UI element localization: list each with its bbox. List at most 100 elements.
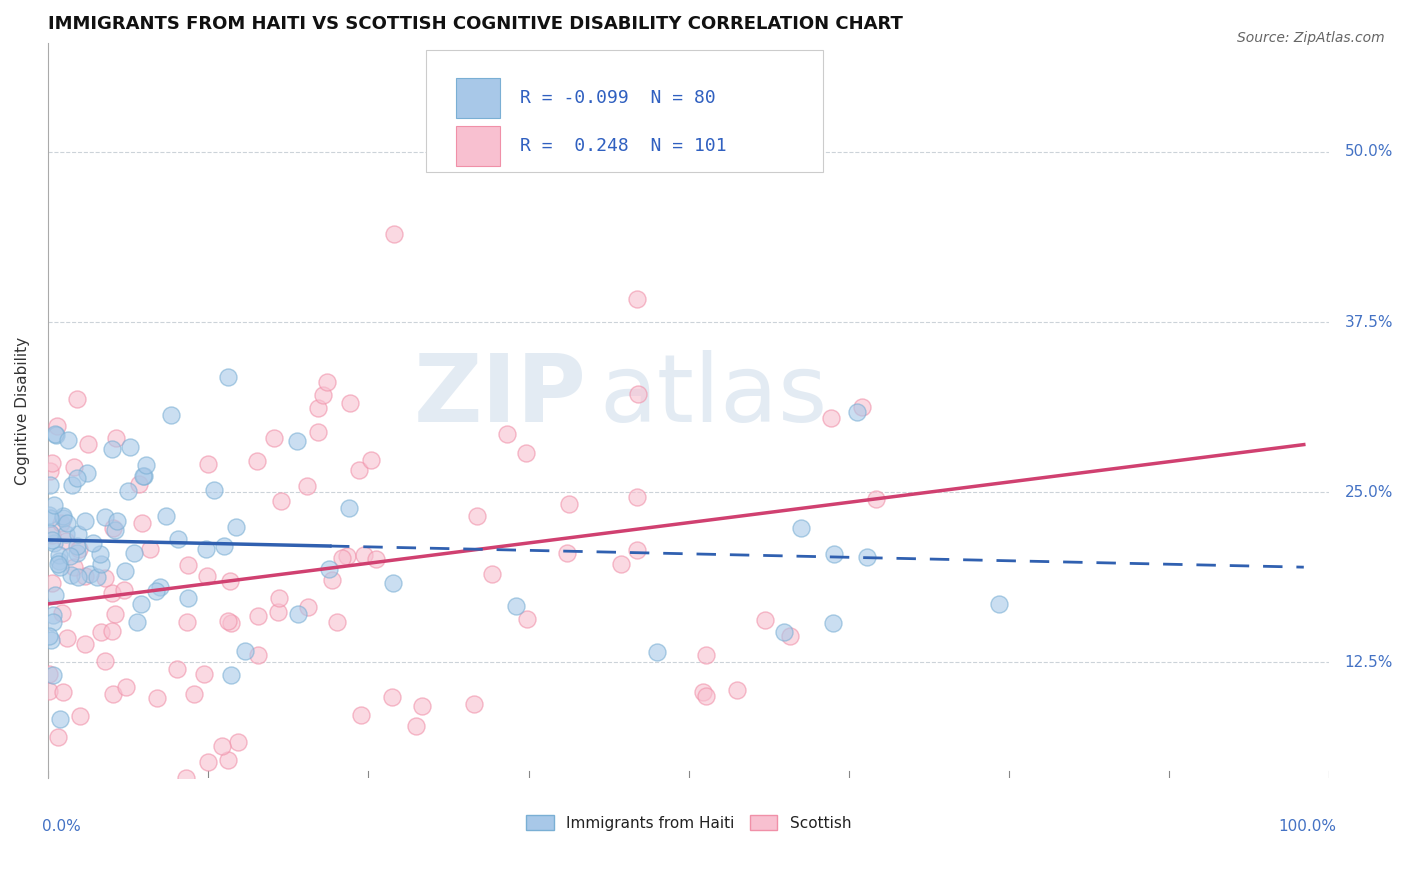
Point: [44, 426, 66, 441]
Point: [318, 562, 340, 576]
Point: [117, 483, 139, 498]
Point: [46, 419, 69, 434]
Point: [246, 454, 269, 468]
Point: [226, 734, 249, 748]
Point: [66, 570, 89, 584]
Point: [219, 668, 242, 682]
Point: [626, 543, 648, 558]
Point: [69, 708, 91, 723]
Point: [626, 490, 648, 504]
Point: [246, 648, 269, 663]
Point: [75, 637, 97, 651]
Point: [73, 514, 96, 528]
Point: [132, 469, 155, 483]
Point: [42, 498, 65, 512]
Point: [114, 564, 136, 578]
Point: [312, 387, 335, 401]
Point: [42, 615, 65, 629]
Point: [212, 540, 235, 554]
Point: [41, 632, 63, 647]
Point: [38, 683, 60, 698]
Point: [66, 471, 89, 485]
Text: 12.5%: 12.5%: [1344, 655, 1393, 670]
Point: [115, 680, 138, 694]
Point: [52, 510, 75, 524]
Point: [60, 567, 83, 582]
Point: [285, 434, 308, 448]
Point: [46, 557, 69, 571]
Text: 100.0%: 100.0%: [1278, 819, 1336, 834]
Point: [217, 753, 239, 767]
Text: R =  0.248  N = 101: R = 0.248 N = 101: [520, 136, 727, 155]
Point: [725, 683, 748, 698]
Text: R = -0.099  N = 80: R = -0.099 N = 80: [520, 89, 716, 107]
Point: [307, 425, 329, 439]
Point: [177, 591, 200, 606]
Point: [233, 644, 256, 658]
Point: [823, 616, 845, 631]
Point: [149, 580, 172, 594]
Point: [89, 548, 111, 562]
Point: [183, 687, 205, 701]
Point: [104, 431, 127, 445]
Point: [496, 427, 519, 442]
Point: [558, 497, 581, 511]
Point: [326, 615, 349, 629]
Point: [779, 629, 801, 643]
Point: [218, 574, 240, 588]
Point: [125, 615, 148, 629]
Legend: Immigrants from Haiti, Scottish: Immigrants from Haiti, Scottish: [520, 808, 858, 837]
Point: [434, 118, 457, 132]
Point: [263, 432, 285, 446]
Point: [332, 550, 354, 565]
Point: [865, 492, 887, 507]
Point: [695, 689, 717, 703]
Point: [112, 582, 135, 597]
Point: [225, 520, 247, 534]
Point: [101, 521, 124, 535]
Point: [38, 464, 60, 478]
Point: [41, 533, 63, 547]
FancyBboxPatch shape: [456, 78, 501, 119]
Point: [382, 227, 405, 241]
Point: [287, 607, 309, 621]
Point: [56, 631, 79, 645]
Point: [465, 508, 488, 523]
Point: [45, 428, 67, 442]
Point: [100, 586, 122, 600]
Point: [176, 771, 198, 785]
Point: [516, 612, 538, 626]
Point: [38, 510, 60, 524]
Point: [307, 401, 329, 415]
Point: [176, 615, 198, 629]
Point: [67, 527, 90, 541]
Point: [62, 560, 84, 574]
Point: [79, 566, 101, 581]
Point: [145, 583, 167, 598]
Point: [48, 560, 70, 574]
Point: [988, 597, 1011, 611]
Point: [51, 606, 73, 620]
Point: [46, 730, 69, 744]
Point: [73, 569, 96, 583]
Point: [505, 599, 527, 613]
Point: [118, 440, 141, 454]
Point: [94, 509, 117, 524]
Point: [247, 609, 270, 624]
Point: [104, 523, 127, 537]
Point: [823, 547, 845, 561]
Point: [101, 687, 124, 701]
Point: [93, 571, 115, 585]
Point: [820, 411, 842, 425]
Point: [321, 573, 343, 587]
Point: [38, 666, 60, 681]
Point: [38, 629, 60, 643]
Point: [692, 685, 714, 699]
Point: [135, 458, 157, 472]
Point: [167, 533, 190, 547]
Point: [405, 718, 427, 732]
Point: [481, 566, 503, 581]
Point: [124, 546, 146, 560]
Point: [202, 483, 225, 498]
Point: [134, 469, 156, 483]
